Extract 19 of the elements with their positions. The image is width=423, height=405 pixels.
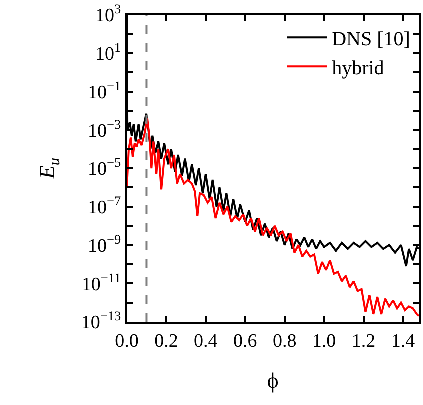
x-axis-title: ϕ <box>267 368 279 394</box>
y-tick-label: 10$^{−5}$ <box>88 155 122 180</box>
y-tick-label: 10$^{−11}$ <box>82 270 122 296</box>
legend-label: hybrid <box>332 57 384 80</box>
y-tick-label: 10$^{−1}$ <box>88 78 122 104</box>
x-tick-label: 0.2 <box>154 330 178 352</box>
x-tick-label: 0.4 <box>194 330 218 352</box>
y-tick-label: 10$^{1}$ <box>96 40 122 66</box>
y-tick-label: 10$^{3}$ <box>96 2 122 27</box>
line-series <box>127 118 419 318</box>
x-tick-label: 1.4 <box>391 330 416 352</box>
y-tick-label: 10$^{−3}$ <box>88 116 122 142</box>
x-tick-label: 1.2 <box>352 330 376 352</box>
y-tick-label: 10$^{−9}$ <box>88 232 122 257</box>
x-tick-label: 1.0 <box>312 330 336 352</box>
legend-label: DNS [10] <box>332 28 410 50</box>
y-tick-label: 10$^{−7}$ <box>88 194 122 219</box>
x-tick-label: 0.6 <box>234 330 258 352</box>
x-tick-label: 0.8 <box>272 330 297 352</box>
